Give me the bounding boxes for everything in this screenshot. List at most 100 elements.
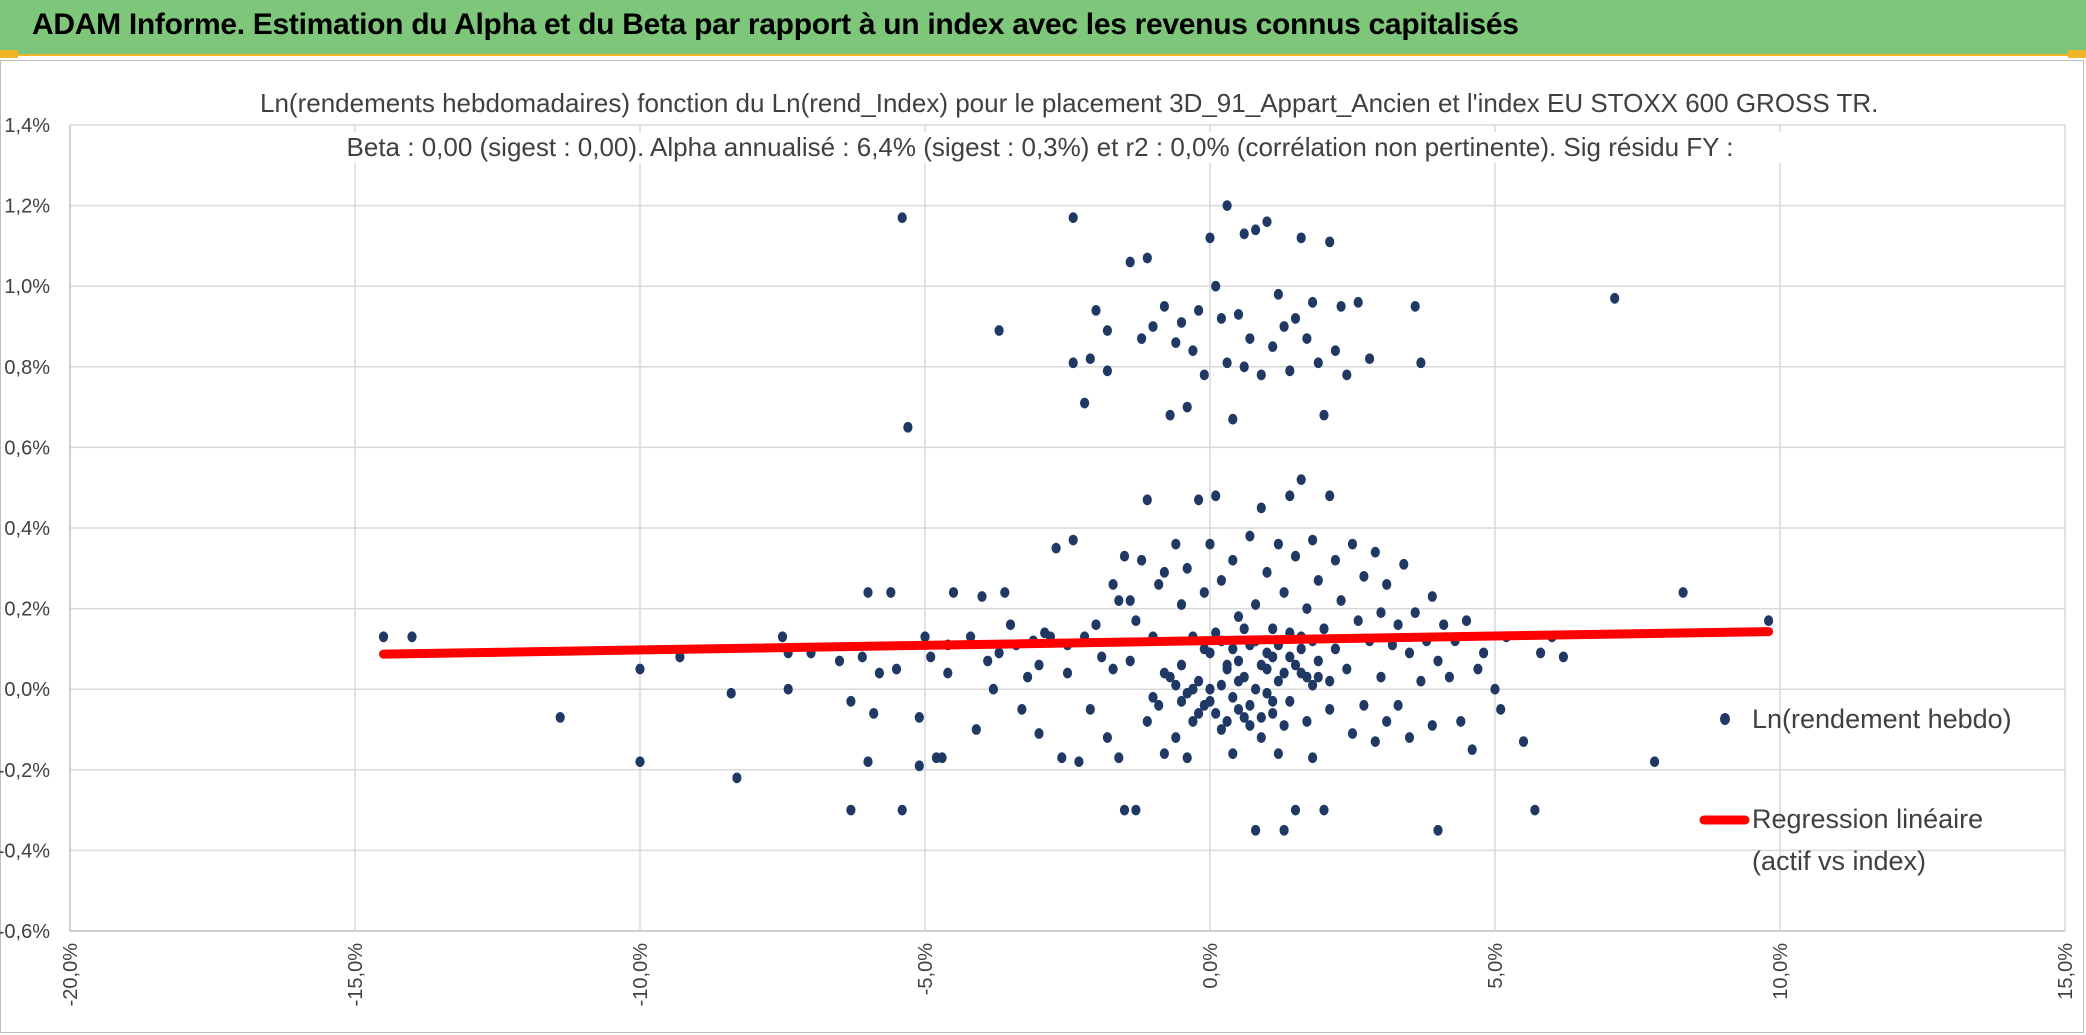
x-tick-label: -10,0% (630, 943, 652, 1007)
data-point (1228, 748, 1238, 760)
data-point (1125, 256, 1135, 268)
data-point (1610, 292, 1620, 304)
data-point (378, 631, 389, 643)
data-point (1205, 683, 1215, 695)
data-point (1148, 691, 1158, 703)
data-point (1268, 623, 1278, 635)
data-point (1165, 409, 1175, 421)
data-point (777, 631, 788, 643)
data-point (1342, 369, 1352, 381)
data-point (966, 631, 976, 643)
data-point (1131, 615, 1141, 627)
data-point (1228, 643, 1238, 655)
data-point (1239, 228, 1249, 240)
data-point (1290, 313, 1301, 324)
data-point (1256, 502, 1266, 514)
data-point (846, 804, 856, 816)
data-point (1285, 651, 1295, 663)
legend-scatter-label: Ln(rendement hebdo) (1752, 704, 2012, 734)
data-point (1216, 574, 1226, 586)
data-point (1159, 748, 1169, 760)
data-point (1102, 325, 1112, 336)
data-point (1085, 703, 1095, 715)
data-point (1005, 619, 1016, 631)
data-point (1251, 599, 1261, 610)
data-point (1353, 296, 1363, 308)
data-point (1222, 357, 1232, 369)
data-point (1410, 607, 1420, 619)
y-tick-label: 1,4% (4, 115, 50, 137)
data-point (1330, 643, 1340, 655)
y-tick-label: 1,2% (4, 196, 50, 218)
data-point (732, 772, 742, 784)
data-point (1376, 607, 1386, 619)
data-point (983, 655, 993, 667)
data-point (1764, 615, 1774, 627)
data-point (1211, 707, 1221, 719)
data-point (977, 591, 987, 602)
data-point (1347, 728, 1358, 739)
data-point (1336, 595, 1346, 606)
legend (1699, 713, 1750, 825)
data-point (1199, 699, 1209, 711)
data-point (1074, 756, 1084, 768)
data-point (1558, 651, 1568, 663)
data-point (1313, 655, 1323, 667)
data-point (1678, 587, 1688, 598)
data-point (1171, 538, 1181, 550)
data-point (1137, 554, 1147, 566)
regression-line-segment (379, 627, 1774, 659)
data-point (1222, 663, 1232, 675)
y-tick-label: -0,4% (0, 840, 50, 862)
data-point (1285, 365, 1295, 377)
data-point (1308, 679, 1318, 691)
y-tick-label: 0,8% (4, 357, 50, 379)
data-point (1262, 566, 1272, 578)
data-point (1000, 587, 1010, 598)
y-tick-label: -0,6% (0, 921, 50, 943)
data-point (1062, 667, 1073, 679)
legend-line-label-1: Regression linéaire (1752, 804, 1984, 834)
data-point (1416, 357, 1426, 369)
data-point (1273, 748, 1283, 760)
data-point (1211, 627, 1221, 639)
chart-subtitle: Beta : 0,00 (sigest : 0,00). Alpha annua… (260, 132, 1820, 163)
data-point (1034, 659, 1044, 671)
data-point (1154, 699, 1164, 711)
data-point (1325, 703, 1335, 715)
data-point (863, 756, 873, 768)
data-point (1308, 752, 1318, 764)
data-point (1262, 647, 1272, 659)
data-point (1251, 683, 1261, 695)
data-point (1142, 494, 1152, 506)
data-point (1245, 530, 1255, 542)
data-point (1290, 659, 1301, 671)
data-point (1108, 663, 1118, 675)
data-point (1017, 703, 1027, 715)
data-point (1159, 667, 1169, 679)
data-point (407, 631, 417, 643)
x-tick-label: 10,0% (1770, 943, 1792, 1000)
data-point (1228, 554, 1238, 566)
legend-line-label: Regression linéaire (actif vs index) (1752, 798, 1983, 882)
data-point (948, 587, 959, 598)
data-point (1176, 317, 1187, 328)
data-point (1444, 671, 1454, 683)
data-point (1256, 712, 1266, 723)
data-point (1313, 574, 1323, 586)
corner-accent-left (0, 50, 18, 58)
data-point (1085, 353, 1095, 365)
data-point (926, 651, 936, 663)
data-point (1393, 699, 1403, 711)
data-point (1279, 667, 1289, 679)
data-point (1399, 558, 1409, 570)
data-point (635, 756, 645, 768)
data-point (1479, 647, 1489, 659)
y-tick-label: 0,4% (4, 518, 50, 540)
corner-accent-right (2068, 50, 2086, 58)
data-point (1137, 333, 1147, 344)
x-tick-label: -15,0% (345, 943, 367, 1007)
data-point (1279, 824, 1289, 836)
data-point (1256, 732, 1266, 743)
data-point (1057, 752, 1067, 764)
